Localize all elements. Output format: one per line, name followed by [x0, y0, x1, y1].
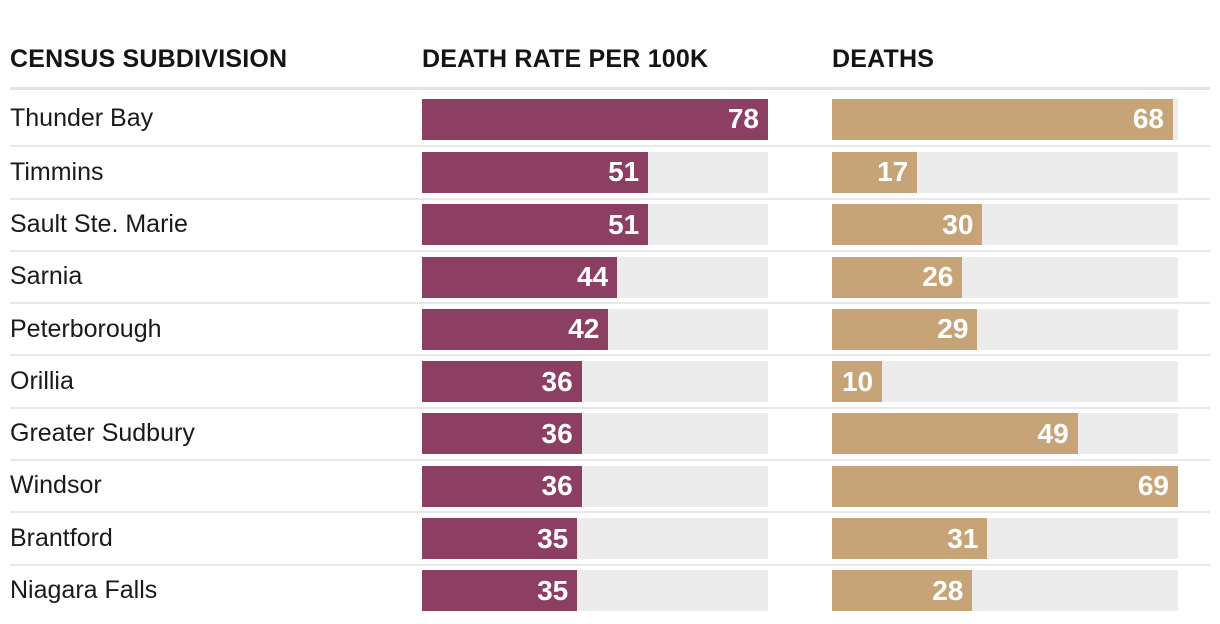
table-row: Orillia 36 10 [10, 354, 1210, 406]
rate-value-label: 51 [608, 208, 640, 240]
rate-bar-fill: 35 [422, 518, 578, 560]
rate-bar-fill: 36 [422, 413, 582, 455]
table-row: Greater Sudbury 36 49 [10, 406, 1210, 459]
deaths-bar-track: 69 [832, 465, 1178, 507]
table-row: Thunder Bay 78 68 [10, 93, 1210, 145]
deaths-bar-track: 17 [832, 151, 1178, 193]
table-row: Niagara Falls 35 28 [10, 563, 1210, 616]
rate-bar-track: 51 [422, 151, 768, 193]
deaths-bar-fill: 68 [832, 98, 1173, 140]
rate-value-label: 51 [608, 156, 640, 188]
rate-bar-track: 36 [422, 413, 768, 455]
deaths-value-label: 69 [1137, 470, 1169, 502]
deaths-bar-fill: 10 [832, 361, 883, 403]
row-label: Greater Sudbury [10, 419, 195, 448]
column-gap [768, 361, 832, 402]
table: CENSUS SUBDIVISION DEATH RATE PER 100K D… [10, 0, 1210, 616]
deaths-bar-track: 30 [832, 204, 1178, 246]
deaths-bar-track: 29 [832, 308, 1178, 350]
deaths-bar-fill: 30 [832, 204, 983, 246]
rate-bar-track: 78 [422, 98, 768, 140]
column-gap [768, 570, 832, 611]
header-census-subdivision: CENSUS SUBDIVISION [10, 45, 288, 73]
row-label: Sault Ste. Marie [10, 209, 188, 238]
deaths-bar-track: 49 [832, 413, 1178, 455]
rate-bar-track: 36 [422, 361, 768, 403]
table-row: Brantford 35 31 [10, 511, 1210, 563]
row-label: Peterborough [10, 314, 162, 343]
table-row: Timmins 51 17 [10, 145, 1210, 197]
rate-value-label: 36 [541, 470, 573, 502]
rate-value-label: 35 [537, 574, 569, 606]
column-gap [768, 309, 832, 350]
row-label: Windsor [10, 471, 102, 500]
row-label: Thunder Bay [10, 104, 154, 133]
header-row: CENSUS SUBDIVISION DEATH RATE PER 100K D… [10, 0, 1210, 87]
column-gap [768, 152, 832, 193]
header-death-rate: DEATH RATE PER 100K [422, 45, 709, 73]
deaths-bar-fill: 31 [832, 518, 988, 560]
rate-bar-fill: 51 [422, 204, 649, 246]
deaths-bar-fill: 28 [832, 570, 973, 612]
rate-value-label: 36 [541, 417, 573, 449]
table-row: Sault Ste. Marie 51 30 [10, 197, 1210, 250]
deaths-value-label: 29 [937, 313, 969, 345]
row-label: Brantford [10, 523, 113, 552]
table-body: Thunder Bay 78 68 Timmins 51 17 Sault St [10, 93, 1210, 616]
deaths-bar-fill: 26 [832, 256, 963, 298]
header-deaths: DEATHS [832, 45, 935, 73]
deaths-value-label: 68 [1132, 103, 1164, 135]
column-gap [768, 413, 832, 454]
rate-bar-track: 35 [422, 518, 768, 560]
deaths-value-label: 17 [877, 156, 909, 188]
deaths-bar-track: 31 [832, 518, 1178, 560]
deaths-value-label: 28 [932, 574, 964, 606]
column-gap [768, 204, 832, 245]
rate-value-label: 35 [537, 522, 569, 554]
header-rule [10, 87, 1210, 90]
column-gap [768, 257, 832, 298]
rate-bar-fill: 42 [422, 308, 609, 350]
row-label: Niagara Falls [10, 576, 158, 605]
table-row: Peterborough 42 29 [10, 302, 1210, 354]
rate-bar-fill: 36 [422, 465, 582, 507]
rate-bar-fill: 36 [422, 361, 582, 403]
table-row: Windsor 36 69 [10, 459, 1210, 511]
row-label: Timmins [10, 157, 104, 186]
deaths-bar-fill: 69 [832, 465, 1178, 507]
column-gap [768, 466, 832, 507]
table-row: Sarnia 44 26 [10, 249, 1210, 302]
rate-bar-track: 51 [422, 204, 768, 246]
rate-bar-fill: 44 [422, 256, 618, 298]
column-gap [768, 518, 832, 559]
deaths-bar-track: 10 [832, 361, 1178, 403]
deaths-bar-fill: 29 [832, 308, 978, 350]
rate-bar-track: 42 [422, 308, 768, 350]
rate-value-label: 36 [541, 365, 573, 397]
rate-bar-fill: 51 [422, 151, 649, 193]
rate-bar-track: 44 [422, 256, 768, 298]
rate-bar-track: 36 [422, 465, 768, 507]
deaths-bar-track: 68 [832, 98, 1178, 140]
rate-bar-track: 35 [422, 570, 768, 612]
deaths-bar-fill: 17 [832, 151, 918, 193]
deaths-bar-fill: 49 [832, 413, 1078, 455]
row-label: Orillia [10, 366, 74, 395]
rate-value-label: 78 [727, 103, 759, 135]
deaths-bar-track: 28 [832, 570, 1178, 612]
rate-bar-fill: 35 [422, 570, 578, 612]
deaths-value-label: 30 [942, 208, 974, 240]
rate-bar-fill: 78 [422, 98, 768, 140]
row-label: Sarnia [10, 262, 83, 291]
deaths-bar-track: 26 [832, 256, 1178, 298]
deaths-value-label: 31 [947, 522, 979, 554]
rate-value-label: 44 [577, 261, 609, 293]
deaths-value-label: 10 [841, 365, 874, 397]
deaths-value-label: 49 [1037, 417, 1069, 449]
rate-value-label: 42 [568, 313, 600, 345]
deaths-value-label: 26 [922, 261, 954, 293]
column-gap [768, 99, 832, 140]
